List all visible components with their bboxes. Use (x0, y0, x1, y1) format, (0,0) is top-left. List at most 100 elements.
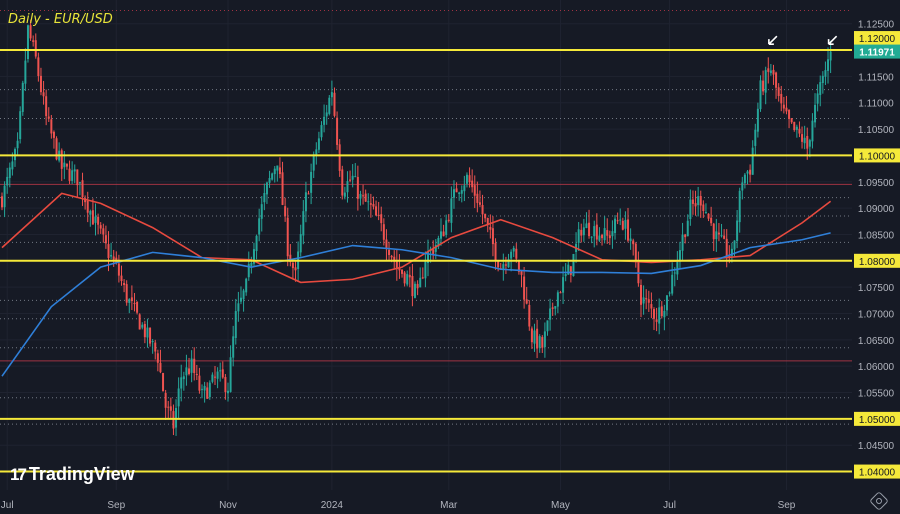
candle-body (229, 357, 232, 392)
candle-body (775, 72, 778, 88)
candle-body (684, 234, 687, 238)
candle-body (65, 163, 68, 167)
candle-body (78, 182, 81, 184)
candle-body (697, 196, 700, 206)
candle-body (427, 251, 429, 264)
candle-body (398, 266, 401, 271)
candle-body (717, 232, 720, 235)
candle-body (26, 25, 29, 60)
candle-body (515, 248, 518, 259)
candle-body (128, 299, 131, 303)
candle-body (221, 369, 224, 378)
candle-body (32, 40, 35, 42)
candle-body (302, 211, 305, 236)
candle-body (143, 323, 146, 338)
candle-body (159, 362, 162, 373)
candle-body (749, 169, 752, 175)
candle-body (715, 231, 718, 240)
ma-slow-line (1, 232, 831, 377)
candle-body (289, 254, 292, 263)
candle-body (45, 96, 48, 117)
candle-body (606, 230, 609, 236)
candle-body (414, 283, 417, 298)
candle-body (658, 307, 661, 324)
candle-body (151, 341, 154, 343)
candle-body (452, 189, 455, 198)
candle-body (793, 121, 796, 130)
candle-body (406, 274, 409, 285)
candle-body (442, 231, 445, 237)
candle-body (299, 234, 302, 253)
candle-body (439, 231, 442, 239)
y-tick-label: 1.09500 (858, 178, 895, 189)
candle-body (188, 368, 191, 375)
candle-body (310, 171, 313, 193)
candle-body (543, 331, 546, 348)
candle-body (284, 206, 287, 217)
candle-body (198, 375, 201, 391)
candle-body (234, 311, 237, 338)
candle-body (81, 180, 84, 198)
candle-body (206, 387, 209, 399)
candle-body (276, 165, 279, 171)
candle-body (603, 228, 606, 241)
tradingview-logo: 17 TradingView (10, 464, 135, 485)
candle-body (751, 147, 754, 175)
candle-body (785, 107, 788, 112)
current-price-tag (854, 44, 900, 59)
candle-body (634, 243, 637, 262)
candle-body (536, 328, 539, 349)
candle-body (489, 226, 492, 230)
ma-fast-line (1, 192, 832, 284)
candle-body (512, 247, 515, 252)
x-tick-label: Sep (107, 500, 125, 511)
brand-label: TradingView (28, 464, 135, 484)
candle-body (385, 239, 388, 250)
y-tick-label: 1.11000 (858, 99, 894, 110)
candle-body (356, 176, 359, 199)
candle-body (424, 261, 427, 279)
key-level-label: 1.12000 (859, 34, 896, 45)
current-price-label: 1.11971 (859, 48, 895, 59)
key-level-tag (854, 148, 900, 163)
candle-body (769, 70, 772, 73)
candle-body (263, 192, 266, 203)
candle-body (629, 238, 632, 242)
candle-body (814, 104, 817, 123)
candle-body (627, 219, 630, 241)
candle-body (808, 140, 811, 147)
candle-body (201, 388, 204, 390)
candle-body (193, 358, 196, 374)
candle-body (780, 93, 783, 104)
candle-body (421, 277, 424, 279)
candle-body (458, 192, 461, 194)
candle-body (304, 192, 307, 212)
candle-body (572, 254, 575, 277)
candle-body (110, 254, 113, 257)
candle-body (663, 310, 666, 318)
y-tick-label: 1.11500 (858, 72, 894, 83)
candle-body (707, 213, 710, 219)
candle-body (307, 193, 310, 195)
candle-body (63, 162, 66, 168)
candle-body (377, 214, 380, 217)
candle-body (616, 220, 619, 222)
candle-body (455, 188, 458, 193)
candle-body (29, 25, 32, 39)
candle-body (211, 374, 214, 382)
candle-body (346, 181, 349, 193)
candle-body (208, 382, 211, 398)
candle-body (759, 80, 762, 110)
candle-body (655, 319, 658, 322)
candle-body (47, 116, 50, 119)
candle-body (219, 370, 222, 372)
candle-body (502, 264, 505, 270)
x-tick-label: 2024 (321, 500, 344, 511)
candle-body (214, 376, 216, 378)
candle-body (154, 342, 157, 352)
candle-body (746, 171, 749, 174)
candle-body (642, 297, 645, 304)
candle-body (790, 118, 793, 123)
x-tick-label: Sep (778, 500, 796, 511)
